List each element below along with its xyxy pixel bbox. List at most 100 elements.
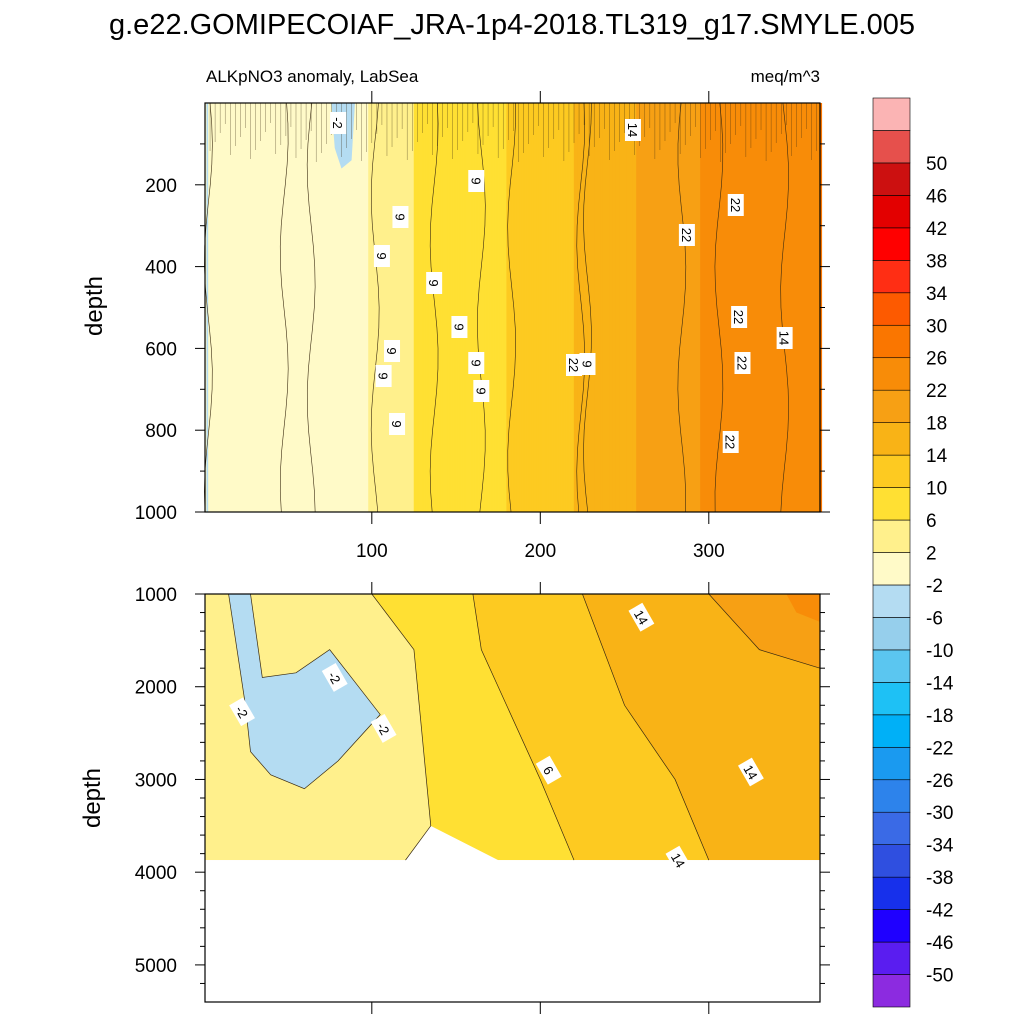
top-cell xyxy=(312,103,315,512)
colorbar-swatch xyxy=(872,746,911,781)
top-contour-label: 9 xyxy=(468,170,485,192)
top-cell xyxy=(245,103,248,512)
top-cell xyxy=(506,103,509,512)
top-cell xyxy=(529,103,533,512)
top-cell xyxy=(363,103,366,512)
top-cell xyxy=(374,103,378,512)
top-cell xyxy=(440,103,443,512)
top-cell xyxy=(401,103,405,512)
top-cell xyxy=(487,103,491,512)
top-cell xyxy=(420,103,423,512)
top-cell xyxy=(213,103,216,512)
top-cell xyxy=(705,103,708,512)
top-cell xyxy=(435,103,438,512)
contour-label-box xyxy=(229,697,255,727)
top-cell xyxy=(251,103,255,512)
top-cell xyxy=(225,103,228,512)
top-cell xyxy=(570,103,573,512)
top-cell xyxy=(649,103,652,512)
top-cell xyxy=(378,103,381,512)
top-cell xyxy=(595,103,598,512)
y-tick-label: 800 xyxy=(145,421,177,442)
top-cell xyxy=(406,103,410,512)
contour-label-text: 9 xyxy=(468,177,483,184)
top-cell xyxy=(255,103,258,512)
top-cell xyxy=(706,103,710,512)
top-cell xyxy=(669,103,673,512)
y-tick-label: 3000 xyxy=(135,770,177,791)
contour-label-box xyxy=(468,352,485,374)
top-cell xyxy=(695,103,698,512)
top-cell xyxy=(528,103,531,512)
top-contour xyxy=(204,102,213,513)
top-cell xyxy=(518,103,521,512)
top-cell xyxy=(300,103,304,512)
contour-label-text: -2 xyxy=(330,117,345,129)
top-cell xyxy=(791,103,794,512)
colorbar-swatch xyxy=(872,389,911,423)
top-cell xyxy=(381,103,385,512)
top-cell xyxy=(494,103,497,512)
top-cell xyxy=(216,103,219,512)
top-cell xyxy=(317,103,320,512)
top-contour-label: 9 xyxy=(426,272,443,294)
colorbar-label: 30 xyxy=(926,316,947,337)
top-cell xyxy=(359,103,363,512)
top-cell xyxy=(786,103,789,512)
top-cell xyxy=(651,103,654,512)
contour-label-text: 9 xyxy=(376,372,391,379)
top-cell xyxy=(428,103,432,512)
top-cell xyxy=(685,103,688,512)
top-cell xyxy=(514,103,518,512)
top-cell xyxy=(417,103,420,512)
contour-label-box xyxy=(321,663,348,692)
colorbar-label: 18 xyxy=(926,414,947,435)
top-cell xyxy=(393,103,396,512)
top-cell xyxy=(538,103,541,512)
top-cell xyxy=(341,103,344,512)
top-cell xyxy=(327,103,331,512)
top-cell xyxy=(796,103,799,512)
top-contour-label: 9 xyxy=(473,380,490,402)
colorbar-swatch xyxy=(872,227,911,261)
colorbar-label: 38 xyxy=(926,251,947,272)
top-cell xyxy=(553,103,556,512)
top-contour-label: 9 xyxy=(468,352,485,374)
top-cell xyxy=(380,103,383,512)
contour-label-box xyxy=(451,316,468,338)
top-cell xyxy=(214,103,218,512)
top-cell xyxy=(546,103,550,512)
top-cell xyxy=(248,103,251,512)
top-cell xyxy=(474,103,477,512)
bottom-contour-label: -2 xyxy=(370,714,397,743)
top-cell xyxy=(391,103,395,512)
top-contour-label: 9 xyxy=(392,206,409,228)
top-cell xyxy=(390,103,393,512)
top-cell xyxy=(627,103,631,512)
top-cell xyxy=(808,103,811,512)
colorbar-label: -26 xyxy=(926,771,953,792)
top-cell xyxy=(681,103,684,512)
top-cell xyxy=(686,103,689,512)
top-cell xyxy=(351,103,354,512)
top-contour xyxy=(507,102,516,513)
contour-label-text: 22 xyxy=(731,310,746,324)
top-cell xyxy=(631,103,634,512)
top-cell xyxy=(499,103,502,512)
top-cell xyxy=(385,103,388,512)
bottom-band xyxy=(582,594,820,861)
colorbar-swatch xyxy=(872,357,911,391)
top-cell xyxy=(585,103,588,512)
top-cell xyxy=(723,103,727,512)
top-contour-label: 9 xyxy=(373,245,390,267)
top-cell xyxy=(408,103,411,512)
top-contour xyxy=(429,102,439,513)
top-cell xyxy=(693,103,696,512)
top-contour-label: -2 xyxy=(330,112,347,134)
top-cell xyxy=(646,103,649,512)
contour-label-box xyxy=(665,845,692,875)
top-cell xyxy=(696,103,700,512)
top-cell xyxy=(400,103,403,512)
top-cell xyxy=(208,103,211,512)
top-cell xyxy=(811,103,814,512)
